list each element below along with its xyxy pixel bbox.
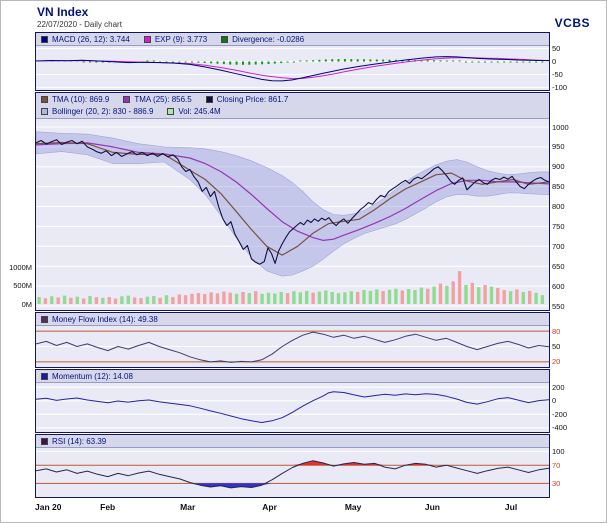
- tma25-swatch: [123, 95, 131, 103]
- axis-label: 800: [552, 202, 565, 211]
- rsi-panel: RSI (14): 63.39: [35, 434, 550, 498]
- exp-swatch: [143, 35, 151, 43]
- axis-label: 750: [552, 221, 565, 231]
- axis-label: 600: [552, 281, 565, 291]
- axis-label: 20: [552, 357, 561, 367]
- legend-label: TMA (25): 856.5: [134, 94, 192, 104]
- axis-label: 650: [552, 261, 565, 271]
- x-axis-label: Jun: [424, 502, 440, 512]
- axis-label: -400: [552, 423, 568, 433]
- legend-item-tma25: TMA (25): 856.5: [123, 94, 192, 104]
- legend-label: Money Flow Index (14): 49.38: [52, 314, 158, 324]
- legend-item-closing-price: Closing Price: 861.7: [205, 94, 289, 104]
- axis-label: 500M: [13, 281, 32, 291]
- axis-label: 50: [552, 342, 561, 351]
- divergence-swatch: [221, 35, 229, 43]
- axis-label: 850: [552, 182, 565, 192]
- axis-label: -50: [552, 70, 563, 79]
- macd-panel: MACD (26, 12): 3.744 EXP (9): 3.773 Dive…: [35, 32, 550, 91]
- axis-label: 30: [552, 478, 561, 488]
- tma10-swatch: [41, 95, 48, 103]
- momentum-swatch: [41, 372, 48, 380]
- bollinger-swatch: [41, 108, 48, 116]
- momentum-legend: Momentum (12): 14.08: [36, 370, 549, 383]
- macd-legend: MACD (26, 12): 3.744 EXP (9): 3.773 Dive…: [36, 33, 549, 46]
- x-axis-label: Apr: [262, 502, 277, 512]
- legend-label: RSI (14): 63.39: [52, 436, 107, 446]
- axis-label: 550: [552, 301, 565, 311]
- x-axis-label: May: [344, 502, 362, 512]
- legend-item-tma10: TMA (10): 869.9: [41, 95, 109, 104]
- closing-price-swatch: [205, 95, 213, 103]
- x-axis-label: Jul: [504, 502, 518, 512]
- legend-item-macd: MACD (26, 12): 3.744: [41, 35, 130, 44]
- legend-label: Bollinger (20, 2): 830 - 886.9: [52, 107, 154, 117]
- axis-label: 0M: [21, 299, 32, 309]
- mfi-swatch: [41, 315, 48, 323]
- mfi-legend: Money Flow Index (14): 49.38: [36, 313, 549, 326]
- axis-label: 950: [552, 142, 565, 152]
- x-axis-label: Feb: [100, 502, 116, 512]
- legend-item-momentum: Momentum (12): 14.08: [41, 372, 133, 381]
- axis-label: 700: [552, 241, 565, 251]
- axis-label: 0: [552, 396, 557, 406]
- axis-label: 1000: [552, 122, 569, 132]
- axis-label: 1000M: [9, 263, 32, 272]
- price-panel: TMA (10): 869.9 TMA (25): 856.5 Closing …: [35, 92, 550, 311]
- legend-label: Momentum (12): 14.08: [52, 371, 133, 381]
- legend-item-exp: EXP (9): 3.773: [143, 34, 208, 44]
- macd-chart: [36, 46, 549, 90]
- chart-title: VN Index: [37, 5, 89, 19]
- momentum-panel: Momentum (12): 14.08: [35, 369, 550, 433]
- rsi-swatch: [41, 437, 48, 445]
- price-legend-row-2: Bollinger (20, 2): 830 - 886.9 Vol: 245.…: [36, 106, 549, 119]
- axis-label: 50: [552, 44, 561, 54]
- legend-label: TMA (10): 869.9: [52, 94, 110, 104]
- axis-label: 900: [552, 162, 565, 172]
- momentum-chart: [36, 383, 549, 432]
- legend-item-volume: Vol: 245.4M: [167, 107, 221, 117]
- volume-swatch: [167, 108, 175, 116]
- mfi-chart: [36, 326, 549, 367]
- axis-label: 70: [552, 460, 561, 470]
- x-axis-label: Mar: [180, 502, 196, 512]
- rsi-chart: [36, 448, 549, 497]
- mfi-panel: Money Flow Index (14): 49.38: [35, 312, 550, 368]
- axis-label: 80: [552, 326, 561, 336]
- axis-label: 0: [552, 57, 557, 66]
- legend-item-divergence: Divergence: -0.0286: [221, 35, 304, 44]
- price-legend-row-1: TMA (10): 869.9 TMA (25): 856.5 Closing …: [36, 93, 549, 106]
- axis-label: -200: [552, 409, 568, 419]
- axis-label: 100: [552, 447, 565, 457]
- axis-label: 200: [552, 382, 565, 392]
- legend-label: Closing Price: 861.7: [216, 94, 289, 104]
- legend-item-bollinger: Bollinger (20, 2): 830 - 886.9: [41, 107, 153, 116]
- legend-label: EXP (9): 3.773: [154, 34, 208, 44]
- x-axis: Jan 20 Feb Mar Apr May Jun Jul: [1, 501, 607, 517]
- price-legend: TMA (10): 869.9 TMA (25): 856.5 Closing …: [36, 93, 549, 119]
- axis-label: -100: [552, 82, 568, 92]
- rsi-legend: RSI (14): 63.39: [36, 435, 549, 448]
- x-axis-label: Jan 20: [35, 502, 62, 512]
- legend-item-mfi: Money Flow Index (14): 49.38: [41, 315, 158, 324]
- legend-label: Vol: 245.4M: [178, 107, 221, 117]
- price-chart: [36, 119, 549, 310]
- legend-label: Divergence: -0.0286: [232, 34, 305, 44]
- legend-item-rsi: RSI (14): 63.39: [41, 437, 106, 446]
- chart-subtitle: 22/07/2020 - Daily chart: [37, 20, 122, 29]
- legend-label: MACD (26, 12): 3.744: [52, 34, 130, 44]
- brand-logo: VCBS: [554, 16, 590, 30]
- macd-swatch: [41, 35, 48, 43]
